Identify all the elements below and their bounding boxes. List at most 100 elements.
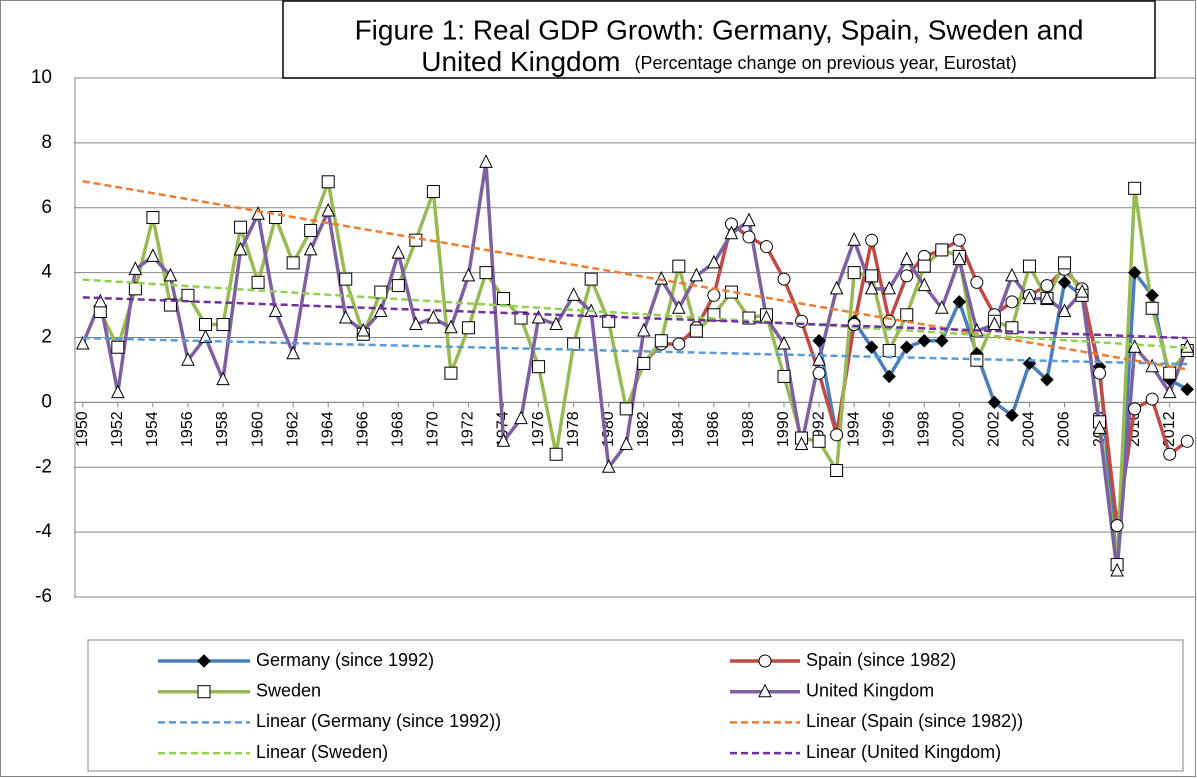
legend-marker [758,654,772,668]
marker [952,251,967,266]
x-tick-label: 1976 [530,411,547,447]
marker [426,309,441,324]
marker [233,241,248,256]
marker [812,434,826,448]
marker [1145,288,1159,303]
marker [268,303,283,318]
marker [742,230,756,244]
marker [409,316,423,331]
legend-item: Spain (since 1982) [730,650,956,670]
marker [93,305,107,319]
marker [987,316,1002,331]
marker [707,288,721,302]
marker [461,267,476,282]
marker [812,334,826,348]
x-tick-label: 1996 [880,411,897,447]
legend-item: Sweden [158,680,321,700]
marker [654,334,668,348]
marker [1040,372,1054,387]
x-tick-label: 1998 [915,411,932,447]
legend-label: Linear (Sweden) [256,742,388,762]
y-tick-label: 0 [41,391,52,412]
marker [251,206,265,220]
marker [321,175,335,189]
marker [900,269,914,283]
marker [198,329,213,343]
x-tick-label: 1964 [319,411,336,447]
legend-marker [758,683,772,698]
marker [864,280,879,295]
marker [479,154,493,168]
marker [636,322,651,337]
trend-line [82,336,1188,366]
marker [707,254,721,269]
y-tick-label: 2 [41,327,52,348]
legend-label: Spain (since 1982) [806,650,956,670]
marker [952,295,967,309]
marker [935,243,949,257]
marker [899,251,914,266]
marker [198,318,212,332]
x-tick-label: 1972 [460,411,477,447]
marker [496,433,511,447]
marker [601,459,616,473]
marker [812,366,826,380]
marker [619,402,633,416]
marker [1092,420,1107,434]
legend-box [87,639,1184,772]
marker [584,272,598,286]
x-tick-label: 1960 [249,411,266,447]
marker [672,259,686,273]
marker [830,428,844,442]
marker [1022,290,1037,305]
marker [847,318,861,332]
marker [602,314,616,328]
marker [75,335,90,350]
marker [1005,267,1019,282]
marker [917,259,931,273]
legend-label: United Kingdom [806,680,934,700]
marker [829,280,844,295]
y-tick-label: 10 [31,67,52,88]
marker [1110,519,1124,533]
chart-title: United Kingdom (Percentage change on prev… [421,46,1016,77]
x-tick-label: 2000 [951,411,968,447]
marker [111,340,125,354]
marker [865,233,879,247]
marker [286,256,300,270]
marker [794,436,809,451]
marker [1145,392,1159,406]
x-tick-label: 1968 [390,411,407,447]
legend-item: Linear (Germany (since 1992)) [158,711,501,731]
x-tick-label: 2002 [986,411,1003,447]
marker [864,340,879,354]
x-tick-label: 1978 [565,411,582,447]
marker [216,318,230,332]
marker [917,277,932,292]
marker [1058,256,1072,270]
legend-item: Germany (since 1992) [158,650,434,670]
x-tick-label: 1954 [144,411,161,447]
marker [865,269,879,283]
marker [689,324,703,338]
y-tick-label: -6 [35,586,52,607]
marker [532,360,546,374]
marker [1180,382,1194,397]
marker [444,366,458,380]
marker [391,279,405,293]
marker [234,220,248,234]
x-tick-label: 1990 [775,411,792,447]
legend-label: Sweden [256,680,321,700]
marker [479,266,493,280]
marker [128,261,143,275]
x-tick-label: 1970 [425,411,442,447]
marker [830,463,844,477]
marker [1005,295,1019,309]
marker [514,410,528,425]
marker [724,225,739,240]
marker [1162,384,1177,399]
legend-item: United Kingdom [730,680,934,700]
legend-marker [197,685,211,699]
marker [216,371,230,386]
